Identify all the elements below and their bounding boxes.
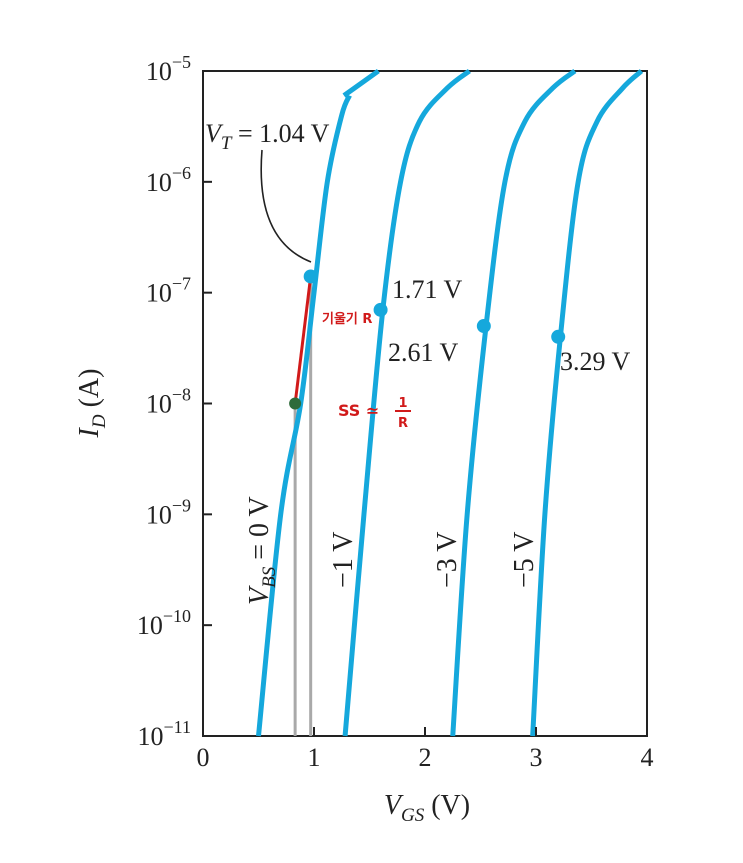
y-axis-label: ID (A) [74,369,110,439]
vt-label-minus5: 3.29 V [560,347,631,376]
series-curve-2 [450,68,577,737]
handwritten-ss-numerator: 1 [398,396,407,411]
x-tick-label: 3 [530,743,543,772]
handwritten-ss-denominator: R [398,416,408,431]
marks-group [289,269,566,410]
vt-point-2 [476,319,491,334]
slope-segment [293,276,313,404]
vt-point-0 [303,269,318,284]
x-tick-label: 2 [419,743,432,772]
series-curve-0 [256,94,352,737]
y-tick-label: 10−10 [137,606,191,640]
y-tick-label: 10−6 [146,163,191,197]
vt-point-3 [551,329,566,344]
vt-leader-line [260,149,312,263]
series-label-minus3: −3 V [432,531,463,588]
series-curve-1 [342,68,471,737]
y-tick-label: 10−9 [146,495,191,529]
y-tick-label: 10−7 [146,274,191,308]
series-label-minus5: −5 V [509,531,540,588]
x-tick-label: 4 [641,743,654,772]
vt-annotation: VT = 1.04 V [205,119,330,154]
y-tick-label: 10−5 [146,52,191,86]
y-tick-label: 10−8 [146,385,191,419]
curves-group [256,68,644,737]
x-axis-label: VGS (V) [384,790,470,826]
x-tick-label: 0 [197,743,210,772]
vt-point-1 [373,302,388,317]
series-curve-3 [530,69,644,737]
handwritten-ss-label: SS ≃ [338,401,379,420]
drop-lines [293,276,313,736]
series-label-vbs0: VBS = 0 V [244,496,280,605]
x-tick-label: 1 [308,743,321,772]
y-ticks: 10−5 10−6 10−7 10−8 10−9 10−10 10−11 [137,52,212,751]
handwritten-slope-label: 기울기 R [322,311,372,327]
y-tick-label: 10−11 [138,717,191,751]
vt-label-minus3: 2.61 V [388,338,459,367]
series-label-minus1: −1 V [328,531,359,588]
vt-label-minus1: 1.71 V [392,275,463,304]
x-ticks: 0 1 2 3 4 [197,727,654,772]
ss-reference-point [289,397,302,410]
series-curve-0-top [342,68,380,98]
